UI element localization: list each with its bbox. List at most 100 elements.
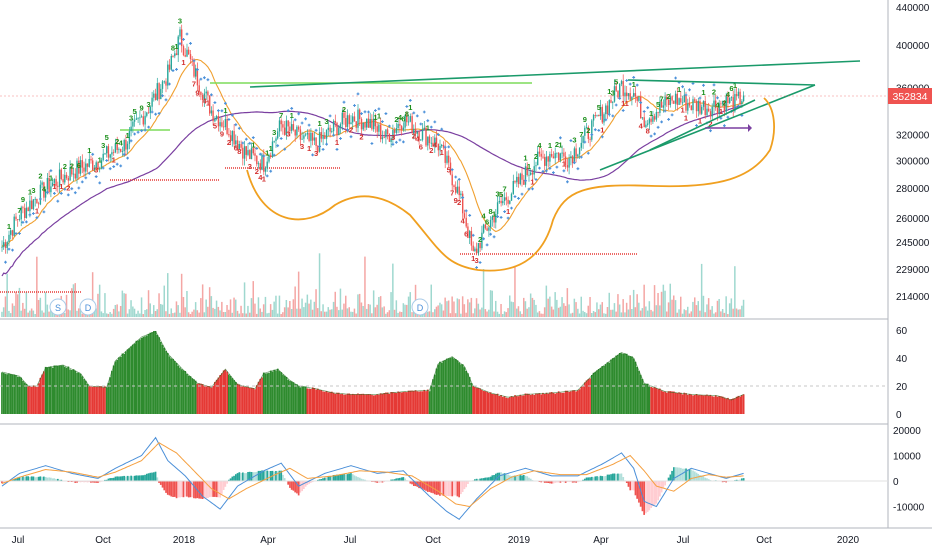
oscillator-bar [393,392,396,414]
candle-body [214,118,216,122]
oscillator-bar [491,394,494,414]
macd-histogram-bar [91,481,94,483]
candle-body [484,224,487,229]
candle-body [144,115,146,125]
oscillator-bar [639,374,642,414]
oscillator-bar [57,365,59,414]
macd-histogram-bar [543,481,546,483]
oscillator-bar [577,390,579,414]
candle-body [41,182,43,185]
sar-dot [590,133,594,137]
oscillator-bar [505,397,508,414]
candle-body [308,132,310,141]
volume-bar [311,309,314,317]
oscillator-bar [421,391,424,414]
macd-histogram-bar [245,473,248,481]
macd-histogram-bar [114,476,117,481]
macd-histogram-bar [83,481,85,483]
price-tick-label: 320000 [896,131,930,142]
volume-bar [519,311,521,317]
volume-bar [30,308,33,317]
candle-body [20,207,22,220]
macd-histogram-bar [229,478,232,481]
candle-body [549,154,551,162]
oscillator-bar [72,369,75,414]
time-tick-label: Jul [677,535,690,546]
oscillator-bar [638,370,640,414]
volume-bar [273,301,275,317]
volume-bar [615,311,617,317]
macd-histogram-bar [409,481,412,484]
volume-bar [538,311,541,317]
oscillator-bar [709,394,712,414]
candle-body [547,156,549,162]
sar-dot [244,137,248,141]
td-count-mark: 4 [42,185,47,194]
sar-dot [314,128,318,132]
sar-dot [377,107,381,111]
volume-bar [488,309,490,317]
macd-histogram-bar [235,474,237,481]
candle-body [603,114,605,123]
sar-dot [119,164,123,168]
candle-body [435,137,438,144]
macd-histogram-bar [589,477,591,481]
volume-bar [207,306,209,317]
sar-dot [573,161,576,165]
macd-histogram-bar [399,477,401,481]
oscillator-bar [690,394,693,414]
oscillator-bar [388,393,391,414]
candle-body [467,226,469,238]
volume-bar [256,313,258,317]
volume-bar [329,309,331,317]
sar-dot [178,42,182,46]
candle-body [622,81,624,97]
oscillator-bar [30,386,33,414]
candle-body [580,142,582,148]
macd-histogram-bar [331,476,333,481]
oscillator-bar [535,393,537,414]
price-tick-label: 214000 [896,292,930,303]
macd-histogram-bar [575,481,577,483]
time-tick-label: 2020 [837,535,860,546]
volume-bar [734,266,736,317]
volume-bar [65,294,68,317]
volume-bar [67,309,69,317]
sar-dot [300,121,304,125]
oscillator-bar [695,394,698,414]
drawing-tools[interactable] [246,60,861,272]
macd-histogram-bar [126,475,129,481]
oscillator-bar [104,386,106,414]
oscillator-bar [723,397,726,414]
macd-histogram-bar [437,481,440,495]
candle-body [516,176,518,183]
time-tick-label: Oct [95,535,111,546]
arrow-head [748,124,752,132]
candle-body [235,140,237,145]
candle-body [545,156,548,166]
candle-body [558,152,560,161]
oscillator-bar [648,386,651,414]
macd-histogram-bar [477,479,480,481]
oscillator-bar [341,393,344,414]
current-price-badge[interactable] [888,88,932,104]
volume-bar [721,309,724,317]
time-axis[interactable]: Jul Oct 2018 Apr Jul Oct 2019 Apr Jul Oct 2020 [12,535,860,546]
sar-dot [101,166,105,170]
macd-lines [1,436,744,520]
macd-histogram-bar [198,481,200,499]
td-count-mark: 1 [621,99,625,108]
oscillator-bar [428,391,431,414]
macd-histogram-bar [346,474,349,481]
volume-bar [100,311,103,317]
volume-bar [215,300,218,317]
sar-dot [73,191,77,195]
oscillator-bar [718,396,720,414]
candle-body [359,109,361,119]
oscillator-bar [236,383,239,414]
volume-bar [573,298,576,317]
oscillator-bar [404,391,406,414]
